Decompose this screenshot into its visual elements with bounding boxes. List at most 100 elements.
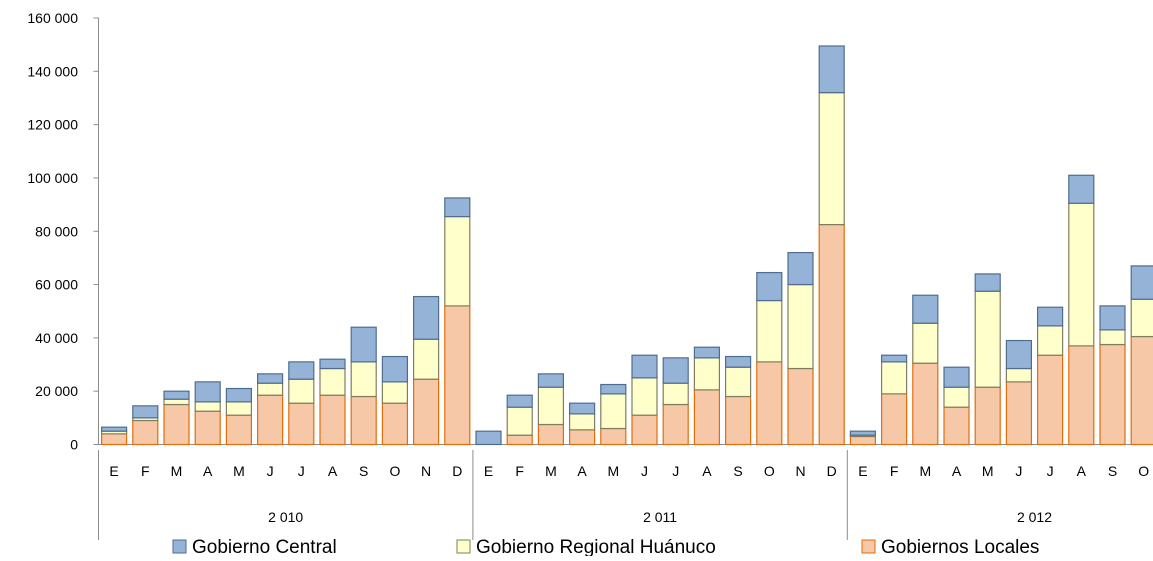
bar-segment <box>1099 343 1126 446</box>
x-tick-label: J <box>1015 463 1022 479</box>
bar-segment <box>1005 367 1033 383</box>
x-tick-label: E <box>109 463 118 479</box>
bar-segment <box>1005 381 1033 446</box>
bar-segment <box>943 386 970 408</box>
bar-segment <box>413 295 440 340</box>
bar-segment <box>1099 329 1126 346</box>
bar-segment <box>225 401 252 416</box>
y-tick-label: 60 000 <box>35 277 78 293</box>
y-tick-label: 120 000 <box>27 117 78 133</box>
bar-segment <box>693 346 721 359</box>
bar-segment <box>662 357 689 384</box>
bar-segment <box>381 355 408 383</box>
bar-segment <box>506 434 533 446</box>
bar-segment <box>631 377 658 416</box>
y-tick-label: 40 000 <box>35 330 78 346</box>
bar-segment <box>163 390 190 400</box>
x-tick-label: F <box>141 463 150 479</box>
bar-segment <box>880 354 908 363</box>
x-tick-label: A <box>702 463 712 479</box>
x-tick-label: J <box>267 463 274 479</box>
bar-segment <box>537 423 565 446</box>
bar-segment <box>194 410 221 446</box>
bar-segment <box>444 215 471 307</box>
bar-segment <box>257 382 284 396</box>
bar-segment <box>350 361 377 398</box>
bar-segment <box>319 358 346 370</box>
x-tick-label: F <box>890 463 899 479</box>
bar-segment <box>849 430 877 436</box>
bar-segment <box>1068 345 1095 446</box>
x-tick-label: F <box>515 463 524 479</box>
x-tick-label: J <box>298 463 305 479</box>
bar-segment <box>257 373 284 384</box>
bar-segment <box>756 361 783 446</box>
x-tick-label: A <box>203 463 213 479</box>
bar-segment <box>257 394 284 446</box>
bar-segment <box>1005 339 1033 370</box>
x-group-label: 2 011 <box>643 509 677 525</box>
x-tick-label: J <box>672 463 679 479</box>
bar-segment <box>600 393 627 430</box>
legend-label: Gobiernos Locales <box>881 537 1039 556</box>
x-tick-label: D <box>827 463 837 479</box>
bar-segment <box>724 355 752 368</box>
bar-segment <box>163 398 190 406</box>
bar-segment <box>600 383 627 395</box>
bar-segment <box>943 366 970 388</box>
axes: 0 20 000 40 000 60 000 80 000 100 000 120 000 1… <box>27 10 1153 453</box>
bar-segment <box>132 405 159 419</box>
bar-segment <box>1130 265 1153 300</box>
bar-segment <box>444 305 471 446</box>
bar-segment <box>1130 335 1153 446</box>
bar-segment <box>568 429 596 446</box>
bar-segment <box>568 402 596 415</box>
bar-segment <box>350 326 377 363</box>
bar-segment <box>662 382 689 406</box>
bar-segment <box>444 197 471 218</box>
legend-label: Gobierno Central <box>192 537 337 556</box>
bar-segment <box>319 367 346 396</box>
bar-segment <box>600 427 627 446</box>
bar-segment <box>880 361 908 395</box>
x-tick-label: M <box>919 463 931 479</box>
y-tick-label: 140 000 <box>27 63 78 79</box>
bars <box>100 45 1153 446</box>
x-tick-label: S <box>1108 463 1117 479</box>
bar-segment <box>693 389 721 446</box>
x-tick-label: N <box>421 463 431 479</box>
bar-segment <box>849 435 877 446</box>
bar-segment <box>413 338 440 380</box>
bar-segment <box>912 294 939 324</box>
y-tick-label: 20 000 <box>35 383 78 399</box>
bar-segment <box>974 386 1001 446</box>
bar-segment <box>475 430 502 446</box>
bar-segment <box>1099 305 1126 331</box>
x-tick-label: A <box>952 463 962 479</box>
x-tick-label: M <box>545 463 557 479</box>
bar-segment <box>319 394 346 446</box>
x-axis-labels: E F M A M J J A S O N D E F M A M J J A S O N D E F M A M J J A S O 2 010 2… <box>98 450 1149 540</box>
bar-segment <box>974 273 1001 292</box>
x-tick-label: A <box>1077 463 1087 479</box>
bar-segment <box>506 394 533 408</box>
bar-segment <box>662 403 689 446</box>
x-group-label: 2 010 <box>268 509 303 525</box>
bar-segment <box>132 419 159 446</box>
y-tick-label: 0 <box>70 437 78 453</box>
x-tick-label: D <box>452 463 462 479</box>
bar-segment <box>100 433 128 446</box>
x-group-label: 2 012 <box>1017 509 1052 525</box>
x-tick-label: N <box>795 463 805 479</box>
y-tick-label: 100 000 <box>27 170 78 186</box>
bar-segment <box>787 367 814 446</box>
bar-segment <box>225 387 252 403</box>
x-tick-label: M <box>171 463 183 479</box>
bar-segment <box>631 414 658 446</box>
bar-segment <box>1068 202 1095 347</box>
bar-segment <box>818 223 845 446</box>
bar-segment <box>974 290 1001 388</box>
legend-swatch <box>861 539 876 554</box>
